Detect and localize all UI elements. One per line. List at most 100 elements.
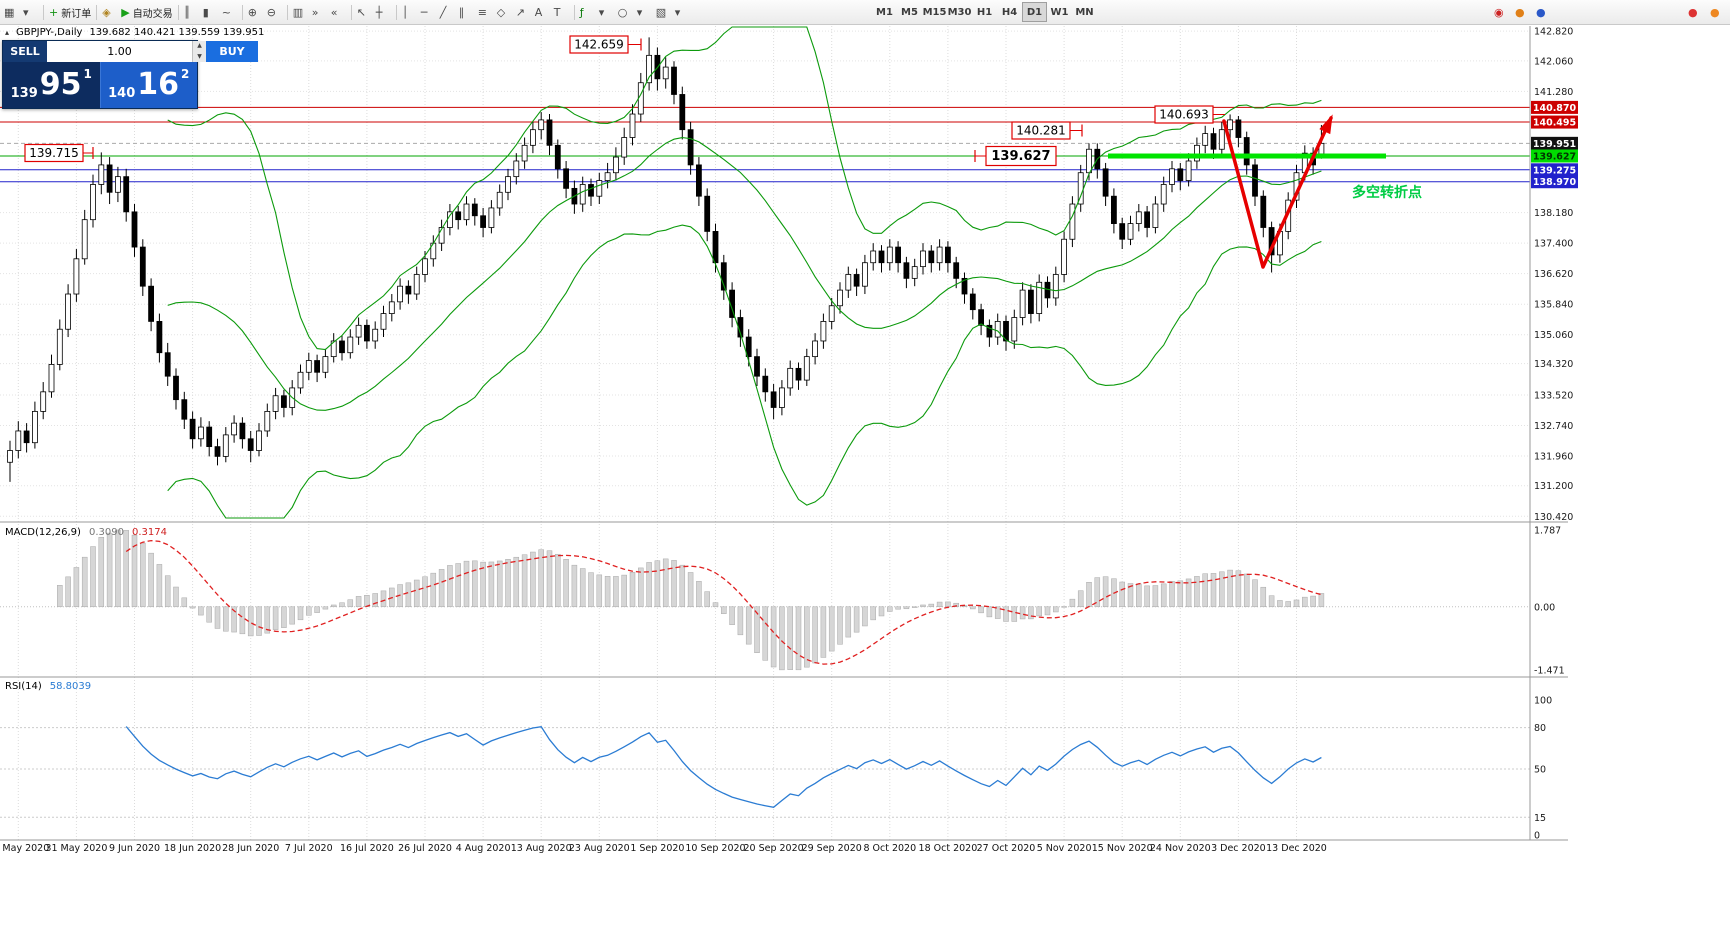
mql5-community-icon[interactable]: ◉ — [1492, 2, 1511, 22]
bar-chart-icon-glyph: ║ — [183, 5, 191, 19]
timeframe-d1[interactable]: D1 — [1022, 2, 1047, 22]
timeframe-mn[interactable]: MN — [1072, 2, 1097, 22]
new-order-button[interactable]: + 新订单 — [47, 2, 93, 22]
svg-text:135.840: 135.840 — [1534, 300, 1573, 311]
channel-icon[interactable]: ∥ — [457, 2, 476, 22]
svg-text:131.960: 131.960 — [1534, 452, 1573, 463]
svg-text:10 Sep 2020: 10 Sep 2020 — [685, 843, 745, 854]
timeframe-h1[interactable]: H1 — [972, 2, 997, 22]
toolbar-separator — [43, 4, 44, 20]
cursor-icon[interactable]: ↖ — [355, 2, 374, 22]
svg-text:140.693: 140.693 — [1159, 108, 1209, 122]
svg-text:140.281: 140.281 — [1016, 124, 1066, 138]
notification-icon[interactable]: ● — [1686, 2, 1705, 22]
svg-text:50: 50 — [1534, 765, 1546, 776]
indicators-dropdown-icon[interactable]: ▾ — [597, 2, 616, 22]
svg-text:139.627: 139.627 — [1533, 152, 1576, 163]
svg-text:0.00: 0.00 — [1534, 602, 1555, 613]
svg-text:142.820: 142.820 — [1534, 27, 1573, 38]
templates-dropdown-icon[interactable]: ▾ — [673, 2, 692, 22]
templates-dropdown-icon-glyph: ▾ — [674, 5, 681, 19]
periods-icon[interactable]: ○ — [616, 2, 635, 22]
tile-windows-icon[interactable]: ▥ — [291, 2, 310, 22]
new-order-button-label: 新订单 — [61, 8, 92, 20]
svg-text:139.951: 139.951 — [1533, 139, 1576, 150]
timeframe-m1[interactable]: M1 — [872, 2, 897, 22]
svg-text:5 Nov 2020: 5 Nov 2020 — [1037, 843, 1092, 854]
periods-dropdown-icon[interactable]: ▾ — [635, 2, 654, 22]
svg-text:9 Jun 2020: 9 Jun 2020 — [109, 843, 160, 854]
trendline-icon-glyph: ╱ — [439, 5, 447, 19]
svg-text:7 Jul 2020: 7 Jul 2020 — [285, 843, 333, 854]
toolbar-separator — [350, 4, 352, 20]
fibonacci-icon[interactable]: ≡ — [476, 2, 495, 22]
svg-text:138.180: 138.180 — [1534, 208, 1573, 219]
timeframe-w1[interactable]: W1 — [1047, 2, 1072, 22]
svg-text:21 May 2020: 21 May 2020 — [0, 843, 49, 854]
vertical-line-icon[interactable]: │ — [400, 2, 419, 22]
news-icon[interactable]: ● — [1513, 2, 1532, 22]
text-label-icon[interactable]: A — [533, 2, 552, 22]
svg-text:142.060: 142.060 — [1534, 56, 1573, 67]
indicators-icon[interactable]: ƒ — [578, 2, 597, 22]
text-label-icon-glyph: A — [534, 5, 543, 19]
price-box-140.870 — [1531, 100, 1578, 114]
toolbar-separator — [286, 4, 288, 20]
svg-text:28 Jun 2020: 28 Jun 2020 — [222, 843, 279, 854]
candlestick-chart-icon[interactable]: ▮ — [201, 2, 220, 22]
auto-scroll-icon[interactable]: » — [310, 2, 329, 22]
text-icon[interactable]: T — [552, 2, 571, 22]
buy-price[interactable]: 140 16 2 — [99, 62, 197, 108]
v-arrow-head — [1319, 114, 1333, 135]
trendline-icon[interactable]: ╱ — [438, 2, 457, 22]
crosshair-icon[interactable]: ┼ — [374, 2, 393, 22]
metaeditor-icon[interactable]: ◈ — [100, 2, 119, 22]
chart-shift-icon[interactable]: « — [329, 2, 348, 22]
svg-text:137.400: 137.400 — [1534, 239, 1573, 250]
zoom-in-icon[interactable]: ⊕ — [246, 2, 265, 22]
volume-input[interactable] — [47, 41, 192, 62]
volume-up-icon[interactable]: ▲ — [193, 41, 206, 52]
svg-text:27 Oct 2020: 27 Oct 2020 — [977, 843, 1036, 854]
buy-price-point: 2 — [181, 67, 190, 81]
svg-text:141.280: 141.280 — [1534, 87, 1573, 98]
svg-text:135.060: 135.060 — [1534, 330, 1573, 341]
periods-dropdown-icon-glyph: ▾ — [636, 5, 643, 19]
toolbar-separator — [573, 4, 575, 20]
annotations-layer[interactable]: 142.659 139.715 140.281 139.627 140.693 多空转折点 — [24, 35, 1422, 269]
grid-layer — [0, 26, 1530, 840]
volume-stepper: ▲ ▼ — [192, 41, 206, 62]
svg-text:-1.471: -1.471 — [1534, 666, 1565, 677]
svg-text:133.520: 133.520 — [1534, 390, 1573, 401]
symbol-info: ▴ GBPJPY-,Daily 139.682 140.421 139.559 … — [5, 27, 264, 38]
timeframe-h4[interactable]: H4 — [997, 2, 1022, 22]
support-bar — [1108, 153, 1386, 159]
sell-button[interactable]: SELL — [3, 41, 47, 62]
svg-text:18 Jun 2020: 18 Jun 2020 — [164, 843, 221, 854]
bar-chart-icon[interactable]: ║ — [182, 2, 201, 22]
zoom-out-icon[interactable]: ⊖ — [265, 2, 284, 22]
volume-down-icon[interactable]: ▼ — [193, 51, 206, 62]
sell-price-figure: 139 — [10, 86, 38, 101]
timeframe-m5[interactable]: M5 — [897, 2, 922, 22]
timeframe-m30[interactable]: M30 — [947, 2, 972, 22]
auto-trading-button[interactable]: ▶ 自动交易 — [119, 2, 174, 22]
svg-text:13 Dec 2020: 13 Dec 2020 — [1266, 843, 1327, 854]
sell-price[interactable]: 139 95 1 — [3, 62, 100, 108]
alerts-icon[interactable]: ● — [1534, 2, 1553, 22]
line-chart-icon[interactable]: ~ — [220, 2, 239, 22]
templates-icon[interactable]: ▧ — [654, 2, 673, 22]
toolbar-right-group: ◉ ● ● — [1492, 2, 1553, 22]
svg-text:26 Jul 2020: 26 Jul 2020 — [398, 843, 452, 854]
new-chart-icon[interactable]: ▦ — [2, 2, 21, 22]
user-icon[interactable]: ● — [1708, 2, 1727, 22]
arrow-tool-icon[interactable]: ↗ — [514, 2, 533, 22]
horizontal-line-icon[interactable]: ─ — [419, 2, 438, 22]
shapes-icon[interactable]: ◇ — [495, 2, 514, 22]
chart-list-dropdown-icon[interactable]: ▾ — [21, 2, 40, 22]
svg-text:15 Nov 2020: 15 Nov 2020 — [1092, 843, 1153, 854]
buy-button[interactable]: BUY — [206, 41, 258, 62]
timeframe-m15[interactable]: M15 — [922, 2, 947, 22]
